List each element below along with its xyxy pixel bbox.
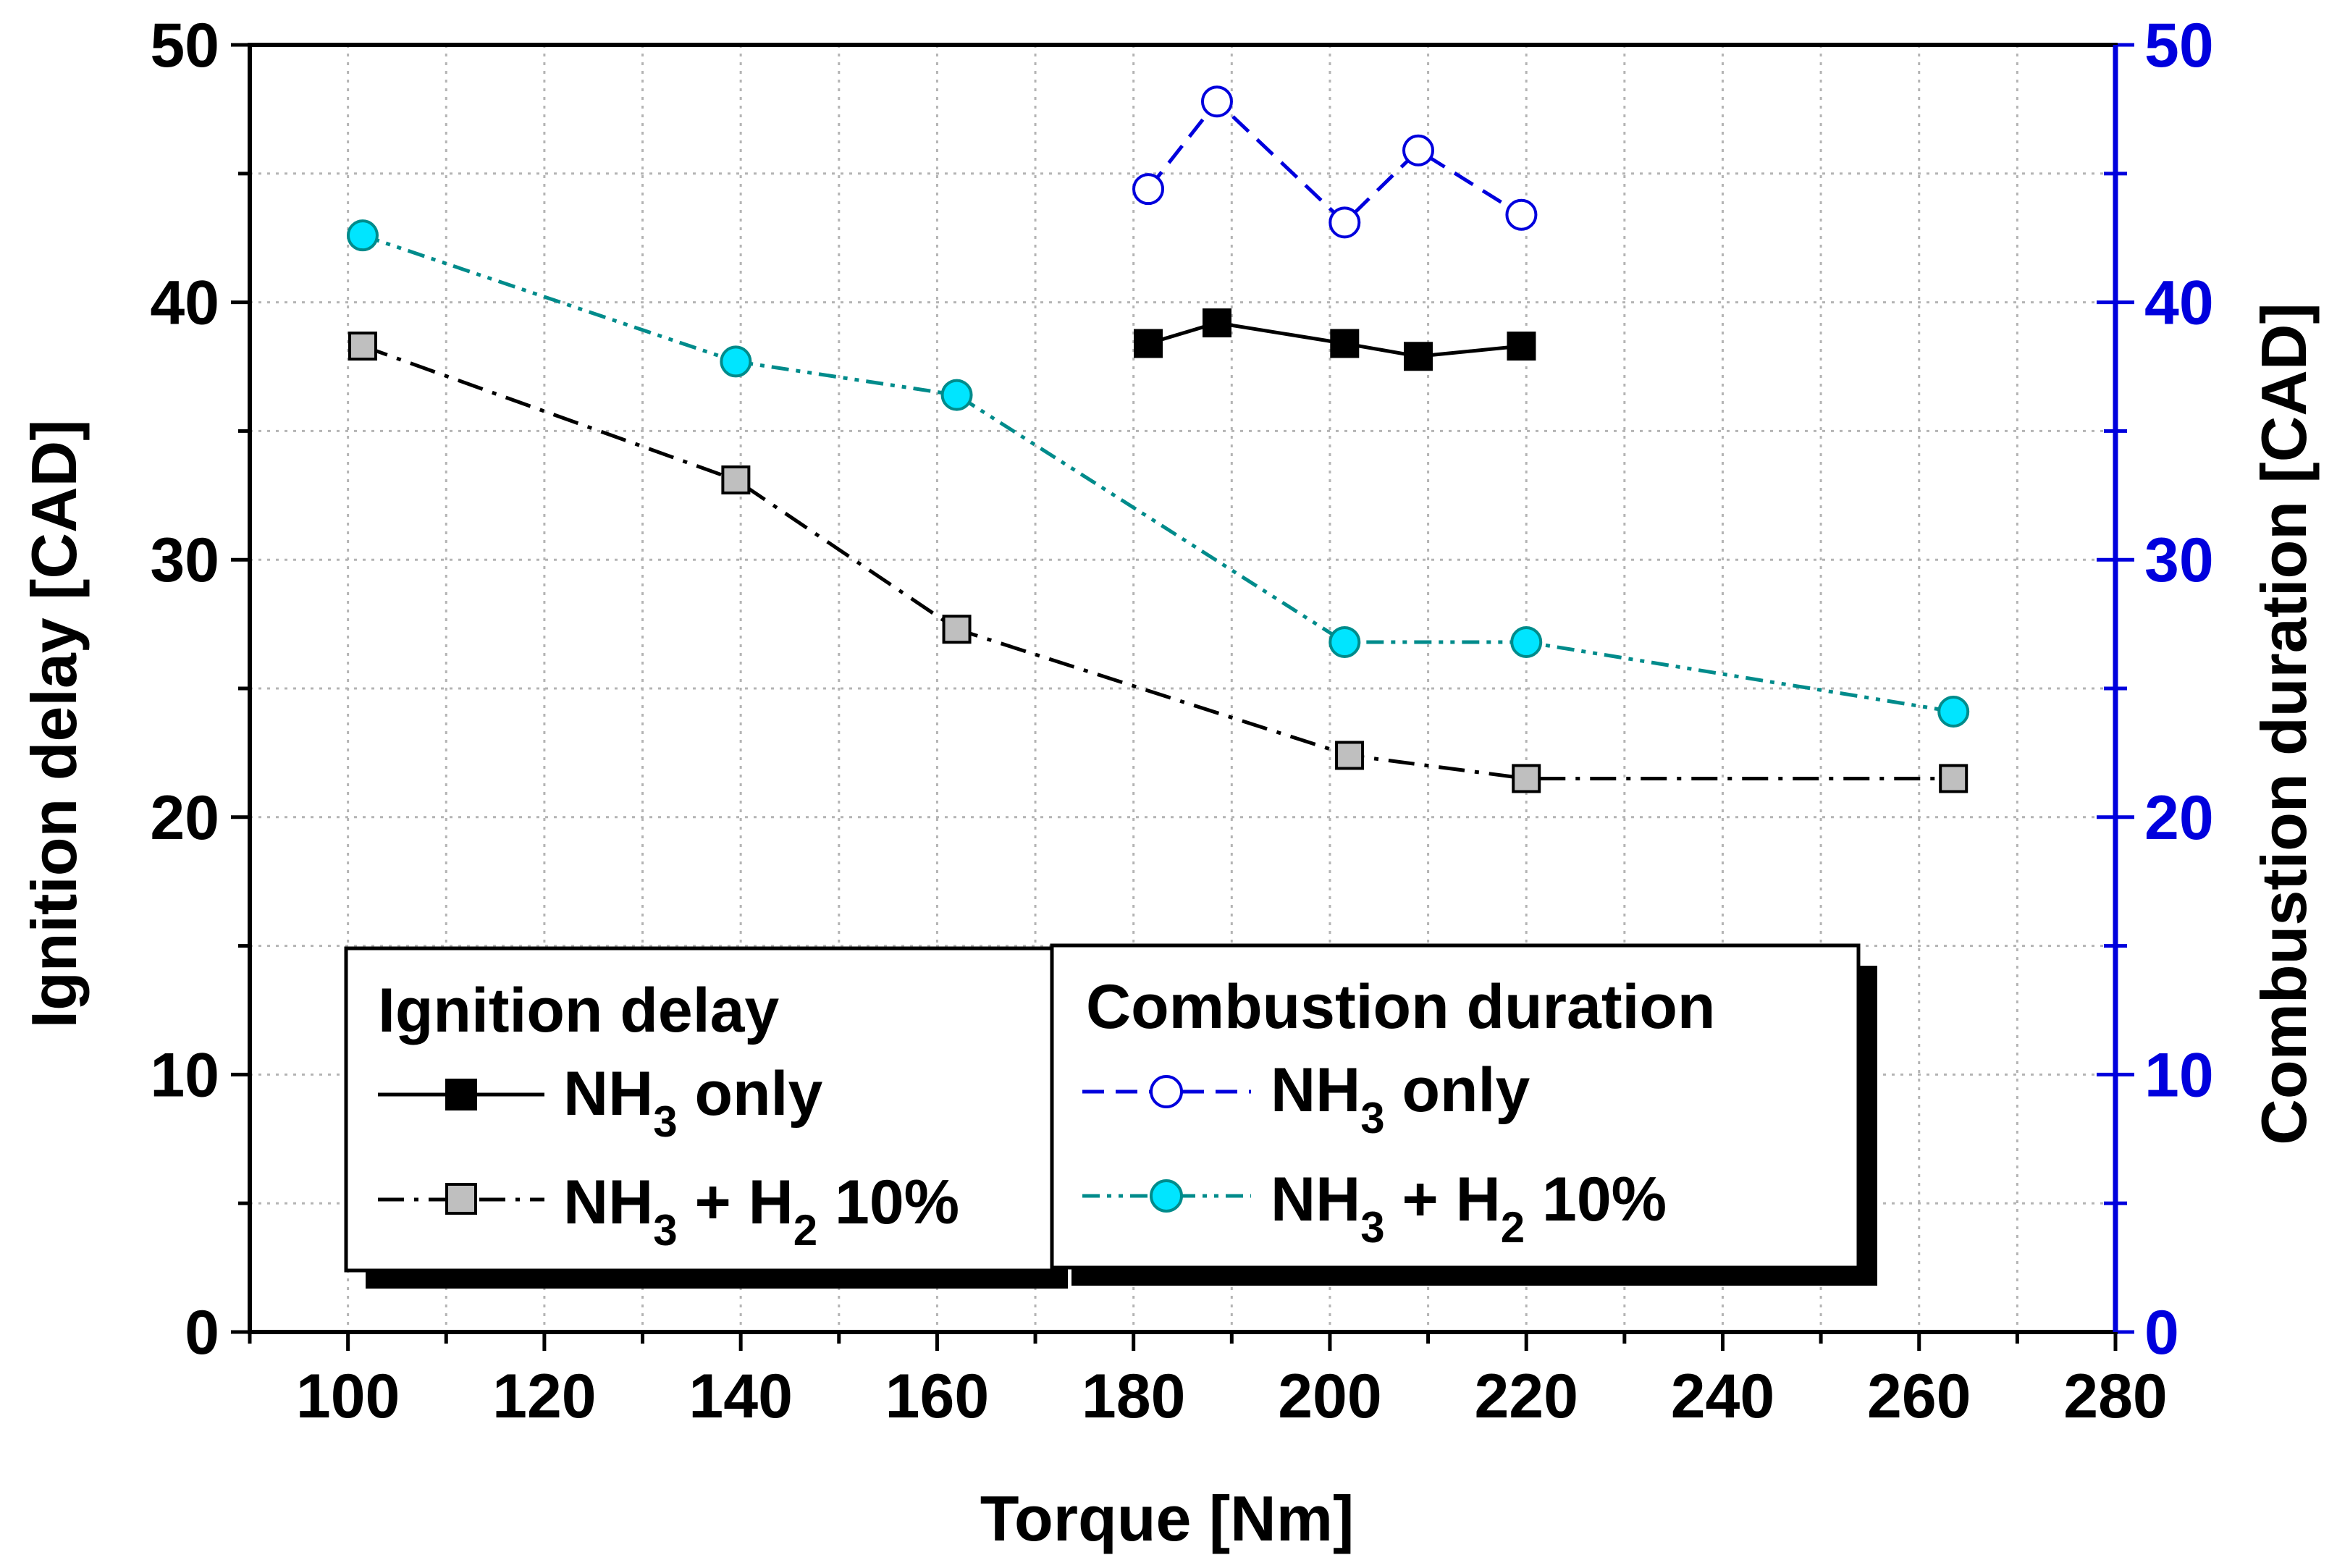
data-point <box>1328 625 1361 658</box>
data-point <box>721 465 751 494</box>
data-point <box>346 219 379 252</box>
series-layer <box>346 85 1970 793</box>
data-point <box>1330 329 1360 358</box>
legend-label: NH3 + H2 10% <box>563 1168 959 1255</box>
y-tick-label-right: 30 <box>2144 526 2214 595</box>
series-0 <box>1134 308 1536 371</box>
legend-label: NH3 only <box>1271 1055 1530 1142</box>
data-point <box>1937 696 1970 728</box>
data-point <box>1200 85 1233 118</box>
x-axis-title: Torque [Nm] <box>980 1483 1355 1554</box>
legend-ignition-delay: Ignition delay NH3 only NH3 + H2 10% <box>344 946 1068 1289</box>
legend-entry-nh3-only-combustion: NH3 only <box>1082 1055 1530 1142</box>
data-point <box>940 379 973 411</box>
legend-entry-nh3-only-ignition: NH3 only <box>378 1059 822 1146</box>
data-point <box>1510 625 1543 658</box>
legend-title: Ignition delay <box>378 976 779 1045</box>
legend-marker-gray-square <box>445 1183 477 1215</box>
legend-marker-open-circle <box>1150 1075 1183 1108</box>
x-tick-label: 120 <box>492 1362 597 1431</box>
data-point <box>1335 741 1365 770</box>
data-point <box>348 332 377 361</box>
y-tick-label-left: 0 <box>185 1298 219 1367</box>
data-point <box>1505 198 1538 231</box>
y-tick-label-left: 20 <box>150 783 219 853</box>
legend-entry-nh3-h2-ignition: NH3 + H2 10% <box>378 1168 959 1255</box>
y-axis-title-left: Ignition delay [CAD] <box>18 420 90 1029</box>
y-axis-title-right: Combustion duration [CAD] <box>2248 303 2320 1145</box>
y-tick-label-left: 10 <box>150 1040 219 1110</box>
series-line <box>362 344 1954 780</box>
y-tick-label-right: 10 <box>2144 1040 2214 1110</box>
x-tick-label: 200 <box>1278 1362 1382 1431</box>
data-point <box>1404 342 1433 371</box>
legend-entry-nh3-h2-combustion: NH3 + H2 10% <box>1082 1165 1667 1252</box>
series-1 <box>348 332 1968 793</box>
legend-marker-filled-square <box>445 1079 477 1110</box>
series-3 <box>346 219 1970 728</box>
y-tick-label-right: 50 <box>2144 11 2214 80</box>
x-tick-label: 180 <box>1082 1362 1186 1431</box>
data-point <box>1328 206 1361 239</box>
legend-box <box>1050 943 1861 1270</box>
series-line <box>1147 98 1523 225</box>
y-tick-label-right: 0 <box>2144 1298 2179 1367</box>
data-point <box>942 615 972 644</box>
x-tick-label: 260 <box>1867 1362 1971 1431</box>
x-tick-label: 160 <box>885 1362 990 1431</box>
x-tick-label: 220 <box>1474 1362 1578 1431</box>
legend-label: NH3 only <box>563 1059 822 1146</box>
y-tick-label-left: 30 <box>150 526 219 595</box>
legend-label: NH3 + H2 10% <box>1271 1165 1667 1252</box>
data-point <box>1132 173 1165 206</box>
series-line <box>362 233 1954 714</box>
data-point <box>1402 134 1435 167</box>
data-point <box>1507 332 1536 361</box>
data-point <box>1202 308 1231 338</box>
data-point <box>720 345 752 378</box>
data-point <box>1512 764 1541 793</box>
legend-title: Combustion duration <box>1086 972 1715 1042</box>
x-tick-label: 100 <box>296 1362 400 1431</box>
data-point <box>1939 764 1968 793</box>
legend-marker-cyan-circle <box>1150 1179 1183 1213</box>
y-tick-label-left: 50 <box>150 11 219 80</box>
y-tick-label-right: 40 <box>2144 269 2214 338</box>
x-tick-label: 140 <box>689 1362 793 1431</box>
y-tick-label-left: 40 <box>150 269 219 338</box>
legend-combustion-duration: Combustion duration NH3 only NH3 + H2 10… <box>1050 943 1877 1286</box>
series-2 <box>1132 85 1538 239</box>
data-point <box>1134 329 1163 358</box>
x-tick-label: 280 <box>2063 1362 2168 1431</box>
x-tick-label: 240 <box>1671 1362 1775 1431</box>
axis-ticks: 100 120 140 160 180 200 220 240 260 2800102030405… <box>150 11 2213 1431</box>
y-tick-label-right: 20 <box>2144 783 2214 853</box>
